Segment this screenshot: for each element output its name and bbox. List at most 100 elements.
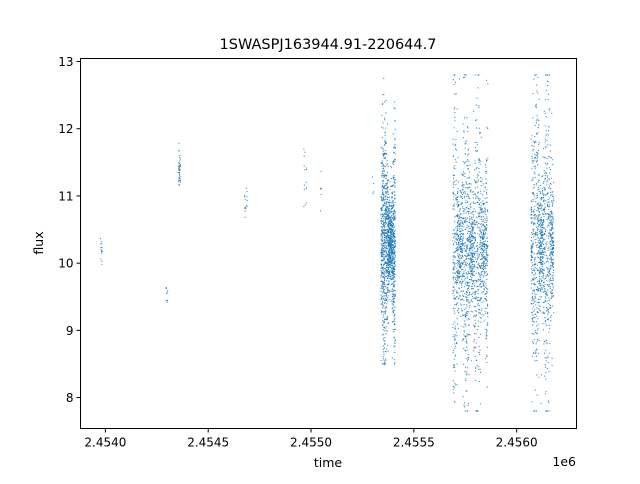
data-point [391,357,393,359]
data-point [472,216,474,218]
data-point [550,282,553,284]
data-point [478,368,480,370]
data-point [539,233,541,235]
data-point [476,267,478,269]
data-point [243,196,245,198]
data-point [382,213,384,215]
data-point [460,275,462,277]
data-point [382,248,384,250]
data-point [468,278,470,281]
data-point [538,251,540,253]
data-point [550,245,552,247]
data-point [485,292,487,295]
data-point [471,256,474,258]
data-point [537,218,539,220]
data-point [454,355,456,357]
data-point [541,296,543,298]
data-point [465,315,467,317]
data-point [383,225,385,227]
data-point [382,345,384,347]
data-point [382,288,385,290]
data-point [482,219,484,221]
data-point [453,74,455,76]
data-point [390,284,392,286]
data-point [463,402,466,404]
data-point [542,243,544,245]
data-point [544,141,547,143]
data-point [388,216,390,218]
data-point [385,177,387,180]
data-point [538,180,540,182]
data-point [303,165,305,167]
data-point [480,201,482,203]
data-point [548,410,550,412]
data-point [465,187,467,189]
data-point [383,251,385,253]
data-point [465,199,467,201]
data-point [394,257,396,259]
data-point [391,238,393,241]
data-point [467,402,470,405]
data-point [543,269,545,271]
data-point [476,250,478,252]
data-point [549,187,551,189]
data-point [469,227,471,229]
data-point [463,236,465,238]
data-point [392,210,394,212]
data-point [382,214,384,216]
data-point [536,341,538,343]
data-point [463,295,465,297]
data-point [385,182,387,184]
data-point [385,293,388,295]
data-point [393,107,395,109]
data-point [469,182,471,185]
data-point [530,247,532,250]
data-point [392,221,394,223]
data-point [543,312,545,314]
data-point [390,210,392,212]
data-point [534,165,537,167]
data-point [468,210,470,213]
data-point [178,150,180,152]
data-point [532,289,534,291]
data-point [465,290,467,293]
data-point [386,179,388,182]
data-point [384,263,386,265]
data-point [391,233,393,236]
data-point [479,309,481,311]
data-point [538,283,540,285]
data-point [476,166,478,169]
data-point [462,223,464,225]
data-point [465,307,467,309]
data-point [481,285,483,287]
data-point [460,250,462,252]
data-point [547,224,549,226]
data-point [539,214,541,216]
data-point [467,130,469,133]
data-point [388,283,390,285]
data-point [384,244,386,246]
data-point [460,258,462,260]
data-point [463,271,465,273]
data-point [487,254,489,257]
data-point [392,223,394,225]
data-point [388,246,390,248]
data-point [394,194,396,196]
data-point [394,351,396,354]
data-point [462,310,464,312]
data-point [389,224,391,227]
data-point [454,120,456,122]
data-point [469,242,471,244]
data-point [387,210,390,212]
data-point [383,356,385,358]
data-point [534,295,536,297]
data-point [470,310,472,313]
data-point [393,296,395,298]
data-point [388,220,390,222]
data-point [392,178,394,180]
data-point [538,242,541,244]
data-point [541,227,543,229]
data-point [483,262,485,264]
data-point [551,224,553,226]
data-point [534,313,536,315]
